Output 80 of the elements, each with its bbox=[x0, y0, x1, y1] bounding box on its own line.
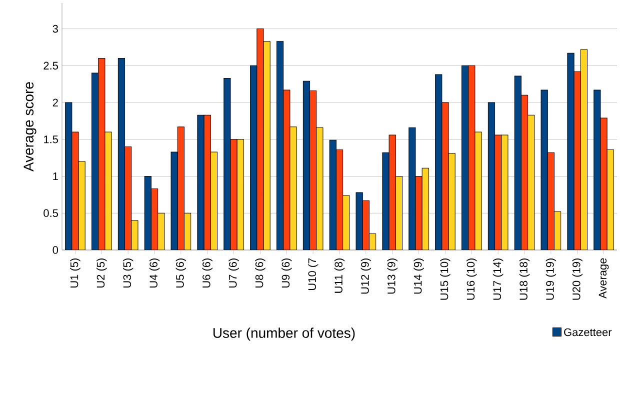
x-tick-label: U8 (6) bbox=[255, 258, 266, 288]
x-tick-label: U5 (6) bbox=[176, 258, 186, 288]
y-tick-label: 2 bbox=[52, 98, 58, 106]
bar bbox=[574, 71, 581, 250]
x-tick-label: U14 (9) bbox=[414, 258, 424, 294]
bar bbox=[224, 78, 231, 250]
bar bbox=[65, 102, 72, 250]
bar bbox=[177, 126, 184, 250]
bar bbox=[276, 41, 284, 250]
bar bbox=[422, 168, 429, 250]
bar bbox=[501, 134, 508, 250]
bar bbox=[329, 140, 336, 250]
bar bbox=[514, 76, 522, 250]
bar bbox=[461, 65, 469, 250]
bar bbox=[78, 161, 86, 250]
bar bbox=[170, 152, 178, 250]
x-tick-label: U10 (7 bbox=[308, 258, 318, 290]
x-tick-label: U18 (18) bbox=[519, 258, 530, 300]
x-tick-label: U17 (14) bbox=[492, 258, 504, 300]
x-tick-label: U19 (19) bbox=[546, 258, 556, 300]
bar bbox=[283, 90, 290, 250]
bar bbox=[606, 149, 614, 250]
bar bbox=[415, 176, 422, 250]
bar bbox=[408, 127, 416, 250]
bar bbox=[91, 72, 99, 250]
bar bbox=[236, 139, 244, 250]
x-tick-label: U6 (6) bbox=[202, 258, 212, 288]
x-tick-label: U15 (10) bbox=[440, 258, 450, 300]
bar bbox=[547, 152, 554, 250]
x-tick-label: U16 (10) bbox=[466, 258, 477, 300]
bar bbox=[263, 41, 270, 250]
bar bbox=[150, 188, 158, 250]
legend-label: Gazetteer bbox=[564, 328, 612, 336]
bar bbox=[98, 58, 106, 250]
x-axis-title: User (number of votes) bbox=[214, 328, 355, 341]
x-tick-label: U7 (6) bbox=[228, 258, 239, 288]
y-axis-title: Average score bbox=[24, 82, 36, 172]
bar bbox=[448, 153, 456, 250]
y-tick-label: 1.5 bbox=[44, 136, 58, 144]
x-tick-label: Average bbox=[598, 258, 609, 299]
y-tick-label: 0.5 bbox=[44, 209, 58, 218]
bar bbox=[528, 114, 535, 250]
x-tick-label: U1 (5) bbox=[70, 258, 80, 288]
y-tick-label: 3 bbox=[52, 24, 58, 33]
bar bbox=[442, 102, 449, 250]
bar bbox=[580, 49, 588, 250]
bar bbox=[488, 102, 496, 250]
bar bbox=[395, 176, 403, 250]
bar bbox=[435, 74, 442, 250]
bar bbox=[144, 176, 152, 250]
bar bbox=[302, 80, 310, 250]
x-tick-label: U2 (5) bbox=[96, 258, 107, 288]
bar bbox=[256, 28, 264, 250]
x-tick-label: U11 (8) bbox=[334, 258, 345, 293]
y-tick-label: 1 bbox=[53, 172, 58, 180]
bar bbox=[310, 90, 317, 250]
x-tick-label: U9 (6) bbox=[282, 258, 292, 288]
bar bbox=[210, 152, 218, 250]
bar bbox=[468, 65, 476, 250]
bar bbox=[388, 134, 396, 250]
x-tick-label: U12 (9) bbox=[360, 258, 372, 294]
y-tick-label: 2.5 bbox=[44, 62, 58, 70]
bar bbox=[494, 134, 502, 250]
bar bbox=[250, 65, 258, 250]
x-tick-label: U4 (6) bbox=[149, 258, 160, 288]
bar bbox=[230, 139, 238, 250]
bar bbox=[316, 127, 324, 250]
bar bbox=[118, 58, 126, 250]
bar bbox=[540, 90, 548, 250]
bar bbox=[520, 94, 528, 250]
bar bbox=[594, 90, 601, 250]
x-tick-label: U20 (19) bbox=[572, 258, 582, 300]
bar bbox=[72, 132, 79, 250]
bar bbox=[124, 146, 132, 250]
y-tick-label: 0 bbox=[52, 246, 58, 254]
bar bbox=[600, 118, 608, 250]
bar bbox=[336, 149, 344, 250]
bar bbox=[204, 114, 211, 250]
x-tick-label: U3 (5) bbox=[122, 258, 134, 288]
x-tick-label: U13 (9) bbox=[387, 258, 398, 294]
